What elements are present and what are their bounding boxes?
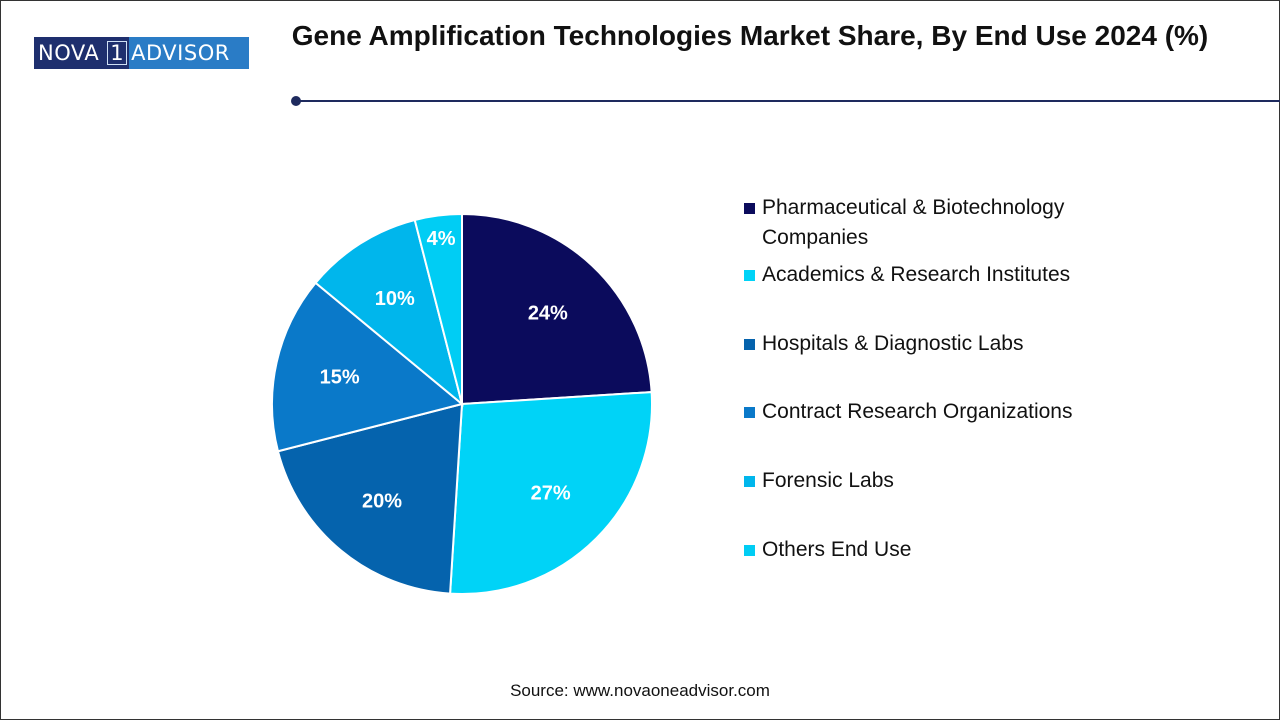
- logo-left: NOVA: [34, 37, 102, 69]
- legend-item: Hospitals & Diagnostic Labs: [744, 329, 1124, 359]
- pie-slice: [276, 402, 464, 595]
- title-rule: [296, 100, 1280, 102]
- chart-title: Gene Amplification Technologies Market S…: [291, 20, 1209, 51]
- legend-swatch: [744, 270, 755, 281]
- legend-label: Forensic Labs: [762, 469, 894, 492]
- pie-slice: [271, 281, 465, 453]
- legend-item: Academics & Research Institutes: [744, 260, 1124, 290]
- legend-label: Hospitals & Diagnostic Labs: [762, 332, 1024, 355]
- nova-advisor-logo: NOVA 1 ADVISOR: [34, 37, 249, 69]
- pie-slice: [413, 212, 463, 405]
- legend-label: Academics & Research Institutes: [762, 263, 1071, 286]
- data-label: 4%: [427, 228, 456, 250]
- logo-mark: 1: [107, 41, 128, 65]
- legend-label: Others End Use: [762, 538, 912, 561]
- source-note: Source: www.novaoneadvisor.com: [510, 681, 770, 700]
- data-label: 20%: [362, 491, 402, 513]
- legend-label: Pharmaceutical & Biotechnology Companies: [762, 196, 1065, 249]
- pie-slice: [314, 218, 464, 407]
- legend-swatch: [744, 203, 755, 214]
- logo-right: ADVISOR: [129, 37, 249, 69]
- data-label: 27%: [531, 483, 571, 505]
- legend-item: Others End Use: [744, 535, 1124, 565]
- pie-slice: [449, 391, 653, 595]
- legend-item: Contract Research Organizations: [744, 397, 1124, 427]
- legend-swatch: [744, 339, 755, 350]
- legend-swatch: [744, 545, 755, 556]
- legend-label: Contract Research Organizations: [762, 400, 1073, 423]
- data-label: 10%: [375, 288, 415, 310]
- pie-slice: [461, 212, 653, 406]
- legend-item: Pharmaceutical & Biotechnology Companies: [744, 193, 1124, 253]
- legend-swatch: [744, 476, 755, 487]
- legend-item: Forensic Labs: [744, 466, 1124, 496]
- legend-swatch: [744, 407, 755, 418]
- data-label: 24%: [528, 303, 568, 325]
- data-label: 15%: [320, 367, 360, 389]
